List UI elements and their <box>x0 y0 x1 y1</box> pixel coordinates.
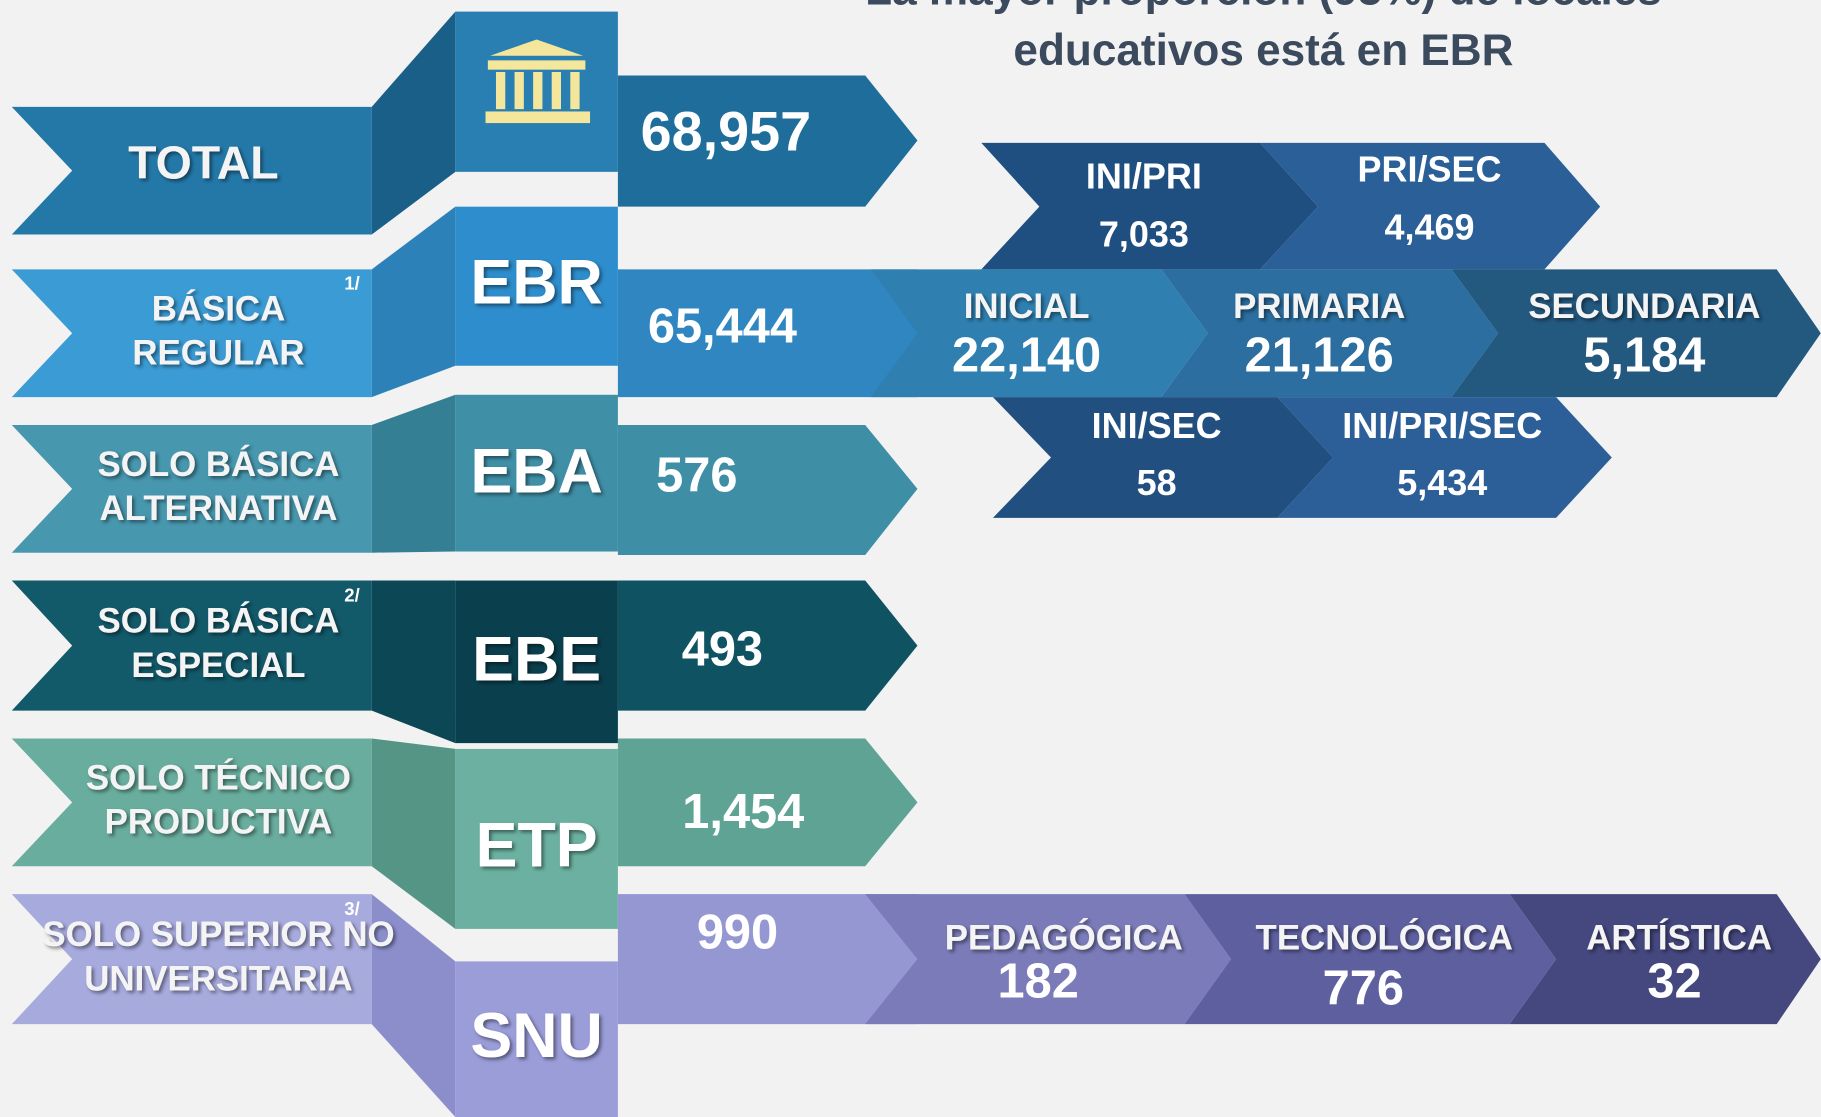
label: ESPECIAL <box>131 646 305 685</box>
combo-label: INI/SEC <box>1092 405 1222 446</box>
ebr-row <box>11 206 1821 398</box>
segment-value: 21,126 <box>1245 329 1394 383</box>
arrow <box>981 142 1319 270</box>
combo-value: 4,469 <box>1384 206 1474 247</box>
segment-label: PEDAGÓGICA <box>945 918 1183 958</box>
footnote: 3/ <box>344 898 359 919</box>
label: SOLO BÁSICA <box>98 601 340 641</box>
title-line: La mayor proporción (95%) de locales <box>865 0 1662 15</box>
arrow <box>617 738 918 867</box>
segment-label: SECUNDARIA <box>1528 287 1760 326</box>
combo-label: INI/PRI/SEC <box>1342 405 1542 446</box>
code-box <box>455 961 618 1117</box>
label: SOLO TÉCNICO <box>86 757 351 797</box>
fold <box>371 738 456 929</box>
segment-value: 22,140 <box>952 329 1101 383</box>
segment-value: 5,184 <box>1583 329 1705 383</box>
arrow <box>11 269 372 398</box>
arrow <box>871 269 1208 398</box>
code-box <box>455 580 618 744</box>
arrow <box>1184 894 1557 1025</box>
code-box <box>455 206 618 366</box>
code-box <box>455 748 618 929</box>
code: EBE <box>472 625 601 695</box>
arrow <box>11 894 372 1025</box>
segment-label: ARTÍSTICA <box>1586 918 1772 958</box>
arrow <box>1509 894 1821 1025</box>
segment-label: TECNOLÓGICA <box>1256 918 1513 958</box>
label: TOTAL <box>128 136 278 188</box>
arrow <box>617 894 918 1025</box>
total-row: TOTAL 68,957 <box>11 11 918 235</box>
segment-value: 776 <box>1323 961 1404 1015</box>
code: SNU <box>470 1001 602 1071</box>
segment-label: INICIAL <box>964 287 1090 326</box>
value: 576 <box>656 448 737 502</box>
fold <box>371 206 456 398</box>
value: 65,444 <box>648 300 797 354</box>
value: 493 <box>682 622 763 676</box>
value: 1,454 <box>682 785 804 839</box>
arrow <box>617 269 918 398</box>
arrow <box>11 106 372 235</box>
segment-label: PRIMARIA <box>1233 287 1405 326</box>
fold <box>371 894 456 1117</box>
combo-label: INI/PRI <box>1086 155 1202 196</box>
code: EBA <box>470 437 602 507</box>
label: ALTERNATIVA <box>99 489 337 528</box>
building-icon <box>485 39 591 124</box>
label: UNIVERSITARIA <box>84 959 352 998</box>
arrow <box>1277 397 1612 518</box>
segment-value: 182 <box>998 955 1079 1009</box>
combo-value: 58 <box>1137 462 1177 503</box>
label: BÁSICA <box>152 288 286 328</box>
arrow <box>865 894 1231 1025</box>
labels: BÁSICA REGULAR 1/EBR 65,444 SOLO BÁSICA ALTER… <box>42 148 1772 1071</box>
arrow <box>1161 269 1499 398</box>
label: PRODUCTIVA <box>105 803 333 842</box>
arrow <box>617 424 918 556</box>
segment-value: 32 <box>1647 955 1701 1009</box>
combo-value: 5,434 <box>1397 462 1487 503</box>
arrow <box>11 424 372 553</box>
label: REGULAR <box>132 334 304 373</box>
fold <box>371 394 456 553</box>
footnote: 1/ <box>344 272 359 293</box>
combo-value: 7,033 <box>1099 213 1189 254</box>
label: SOLO BÁSICA <box>98 444 340 484</box>
code: ETP <box>476 811 598 881</box>
arrow <box>1451 269 1821 398</box>
footnote: 2/ <box>344 585 359 606</box>
label: SOLO SUPERIOR NO <box>42 915 394 954</box>
value: 68,957 <box>641 101 811 163</box>
value: 990 <box>697 906 778 960</box>
combo-label: PRI/SEC <box>1358 148 1502 189</box>
arrow <box>1259 142 1601 270</box>
code-box <box>455 394 618 552</box>
arrow <box>617 75 918 207</box>
fold <box>371 11 456 235</box>
arrow <box>11 580 372 711</box>
code: EBR <box>470 247 602 317</box>
arrow <box>992 397 1334 518</box>
fold <box>371 580 456 744</box>
arrow <box>11 738 372 867</box>
arrow <box>617 580 918 711</box>
title-line: educativos está en EBR <box>1013 26 1513 75</box>
